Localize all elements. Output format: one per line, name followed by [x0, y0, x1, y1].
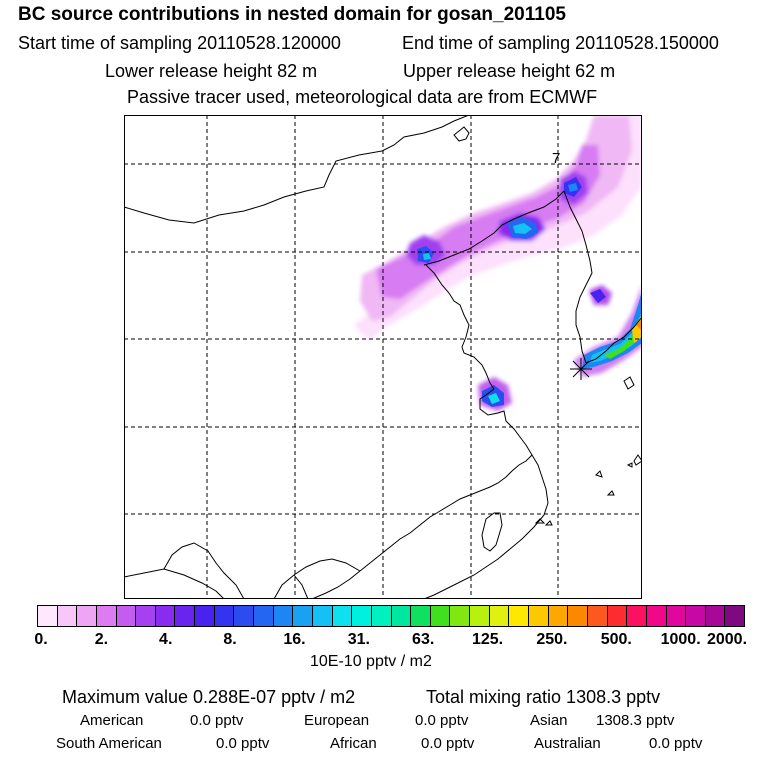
- colorbar-segment: [568, 606, 588, 626]
- lat-lon-grid: [124, 115, 642, 599]
- colorbar-segment: [627, 606, 647, 626]
- colorbar-segment: [489, 606, 510, 626]
- american-value: 0.0 pptv: [190, 712, 244, 729]
- map-frame: [124, 115, 642, 599]
- colorbar-segment: [666, 606, 687, 626]
- colorbar-tick-label: 2.: [94, 631, 109, 648]
- lower-release-label: Lower release height 82 m: [105, 61, 318, 81]
- colorbar-segment: [195, 606, 215, 626]
- plot-title: BC source contributions in nested domain…: [18, 4, 566, 25]
- colorbar-tick-label: 16.: [283, 631, 306, 648]
- colorbar-segment: [509, 606, 530, 626]
- european-label: European: [304, 712, 370, 729]
- colorbar-segment: [234, 606, 255, 626]
- colorbar-segment: [175, 606, 196, 626]
- colorbar-segment: [332, 606, 353, 626]
- map-panel: 7: [124, 115, 642, 599]
- receptor-marker: [570, 358, 592, 380]
- coastlines: [124, 115, 642, 599]
- colorbar-tick-label: 2000.: [706, 631, 748, 648]
- concentration-core: [417, 177, 642, 407]
- colorbar-segment: [450, 606, 471, 626]
- colorbar-segment: [352, 606, 372, 626]
- colorbar-segment: [705, 606, 726, 626]
- colorbar-segment: [254, 606, 274, 626]
- asian-value: 1308.3 pptv: [596, 712, 675, 729]
- upper-release-label: Upper release height 62 m: [403, 61, 616, 81]
- colorbar-tick-label: 63.: [412, 631, 435, 648]
- colorbar-tick-label: 125.: [471, 631, 504, 648]
- colorbar-segment: [548, 606, 569, 626]
- colorbar-segment: [96, 606, 117, 626]
- american-label: American: [80, 712, 144, 729]
- colorbar-tick-label: 8.: [223, 631, 237, 648]
- european-value: 0.0 pptv: [415, 712, 469, 729]
- colorbar-unit: 10E-10 pptv / m2: [310, 653, 432, 670]
- colorbar-tick-label: 31.: [347, 631, 370, 648]
- colorbar-segment: [411, 606, 431, 626]
- end-time-label: End time of sampling 20110528.150000: [402, 33, 719, 53]
- map-annotation: 7: [552, 150, 560, 167]
- african-value: 0.0 pptv: [421, 735, 475, 752]
- colorbar-segment: [214, 606, 235, 626]
- colorbar-segment: [38, 606, 58, 626]
- colorbar-segment: [371, 606, 392, 626]
- colorbar-segment: [430, 606, 451, 626]
- colorbar-segment: [607, 606, 628, 626]
- start-time-label: Start time of sampling 20110528.120000: [18, 33, 341, 53]
- colorbar-segment: [116, 606, 137, 626]
- max-value-label: Maximum value 0.288E-07 pptv / m2: [62, 687, 356, 707]
- colorbar-tick-label: 250.: [536, 631, 568, 648]
- colorbar-segment: [587, 606, 608, 626]
- colorbar: [37, 605, 745, 627]
- australian-label: Australian: [534, 735, 601, 752]
- colorbar-segment: [470, 606, 490, 626]
- colorbar-segment: [77, 606, 97, 626]
- colorbar-segment: [312, 606, 333, 626]
- colorbar-segment: [686, 606, 706, 626]
- african-label: African: [330, 735, 377, 752]
- colorbar-segment: [273, 606, 294, 626]
- total-mixing-label: Total mixing ratio 1308.3 pptv: [426, 687, 661, 707]
- colorbar-tick-label: 0.: [34, 631, 48, 648]
- tracer-note: Passive tracer used, meteorological data…: [127, 87, 598, 107]
- colorbar-segment: [155, 606, 176, 626]
- australian-value: 0.0 pptv: [649, 735, 703, 752]
- colorbar-tick-label: 1000.: [660, 631, 701, 648]
- colorbar-segment: [293, 606, 313, 626]
- colorbar-segment: [136, 606, 156, 626]
- south-american-value: 0.0 pptv: [216, 735, 270, 752]
- colorbar-segment: [391, 606, 412, 626]
- asian-label: Asian: [530, 712, 568, 729]
- colorbar-tick-label: 4.: [159, 631, 173, 648]
- colorbar-segment: [646, 606, 667, 626]
- south-american-label: South American: [56, 735, 162, 752]
- colorbar-segment: [57, 606, 78, 626]
- colorbar-tick-label: 500.: [600, 631, 632, 648]
- colorbar-segment: [529, 606, 549, 626]
- colorbar-segment: [725, 606, 745, 626]
